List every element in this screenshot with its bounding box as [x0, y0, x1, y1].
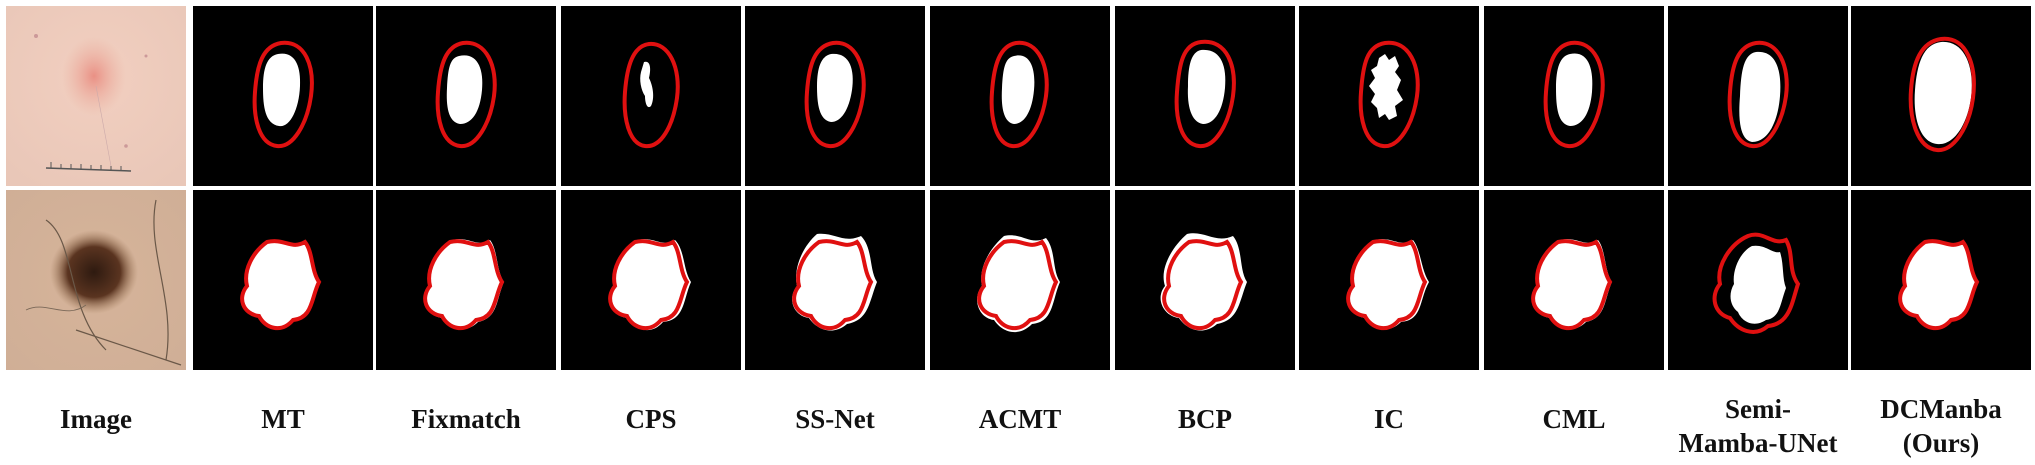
ground-truth-contour — [1908, 36, 1976, 153]
column-label-mt: MT — [261, 404, 305, 434]
ground-truth-contour — [1898, 239, 1980, 331]
fixmatch-result-row1 — [376, 6, 556, 186]
bcp-result-row1 — [1115, 6, 1295, 186]
prediction-mask — [263, 53, 301, 127]
ground-truth-contour — [792, 239, 874, 331]
cml-result-row1 — [1484, 6, 1664, 186]
mt-result-row1 — [193, 6, 373, 186]
semi-mamba-unet-result-row2 — [1668, 190, 1848, 370]
ground-truth-contour — [1531, 239, 1613, 331]
bcp-result-row2 — [1115, 190, 1295, 370]
ground-truth-contour — [622, 41, 680, 149]
prediction-mask — [1533, 239, 1612, 330]
column-label-semi-line2: Mamba-UNet — [1678, 428, 1838, 458]
ground-truth-contour — [252, 40, 314, 149]
column-label-dcmanba-line2: (Ours) — [1902, 428, 1980, 458]
prediction-mask — [1369, 54, 1403, 120]
prediction-mask — [792, 233, 877, 331]
input-image-row1 — [6, 6, 186, 186]
cps-result-row1 — [561, 6, 741, 186]
column-label-ic: IC — [1373, 404, 1404, 434]
cml-result-row2 — [1484, 190, 1664, 370]
column-label-image: Image — [60, 404, 132, 434]
ground-truth-contour — [435, 40, 497, 149]
input-image-row2 — [6, 190, 186, 370]
ground-truth-contour — [977, 239, 1059, 331]
ground-truth-contour — [1358, 40, 1420, 149]
prediction-mask — [446, 55, 483, 124]
ground-truth-contour — [1174, 39, 1236, 149]
ground-truth-contour — [1346, 239, 1428, 331]
ic-result-row1 — [1299, 6, 1479, 186]
ground-truth-contour — [1162, 239, 1244, 331]
prediction-mask — [1348, 239, 1429, 330]
column-label-semi-mamba-unet: Semi- Mamba-UNet — [1663, 392, 1853, 460]
prediction-mask — [640, 61, 654, 108]
prediction-mask — [1556, 53, 1593, 126]
prediction-mask — [1739, 51, 1781, 143]
ground-truth-contour — [804, 40, 866, 149]
column-label-acmt: ACMT — [978, 404, 1062, 434]
ground-truth-contour — [423, 239, 505, 331]
prediction-mask — [1914, 41, 1972, 145]
dcmanba-result-row2 — [1851, 190, 2031, 370]
prediction-mask — [977, 235, 1060, 333]
prediction-mask — [1160, 233, 1247, 331]
ground-truth-contour — [240, 239, 322, 331]
prediction-mask — [242, 241, 319, 329]
column-label-bcp: BCP — [1178, 404, 1232, 434]
acmt-result-row1 — [930, 6, 1110, 186]
cps-result-row2 — [561, 190, 741, 370]
dcmanba-result-row1 — [1851, 6, 2031, 186]
ssnet-result-row2 — [745, 190, 925, 370]
prediction-mask — [425, 239, 504, 330]
mt-result-row2 — [193, 190, 373, 370]
column-label-ssnet: SS-Net — [795, 404, 875, 434]
column-label-semi-line1: Semi- — [1725, 394, 1791, 424]
fixmatch-result-row2 — [376, 190, 556, 370]
column-label-dcmanba-line1: DCManba — [1880, 394, 2002, 424]
ground-truth-contour — [1543, 40, 1605, 149]
prediction-mask — [610, 239, 691, 331]
ssnet-result-row1 — [745, 6, 925, 186]
prediction-mask — [1001, 55, 1035, 124]
ground-truth-contour — [608, 239, 690, 331]
prediction-mask — [1187, 49, 1226, 124]
prediction-mask — [1900, 241, 1977, 329]
column-label-dcmanba: DCManba (Ours) — [1846, 392, 2035, 460]
ground-truth-contour — [1712, 232, 1801, 334]
ground-truth-contour — [989, 40, 1049, 149]
column-label-cps: CPS — [625, 404, 677, 434]
semi-mamba-unet-result-row1 — [1668, 6, 1848, 186]
prediction-mask — [817, 53, 853, 122]
ground-truth-contour — [1727, 40, 1789, 149]
column-label-cml: CML — [1542, 404, 1606, 434]
acmt-result-row2 — [930, 190, 1110, 370]
column-label-fixmatch: Fixmatch — [411, 404, 521, 434]
prediction-mask — [1730, 245, 1786, 324]
ic-result-row2 — [1299, 190, 1479, 370]
